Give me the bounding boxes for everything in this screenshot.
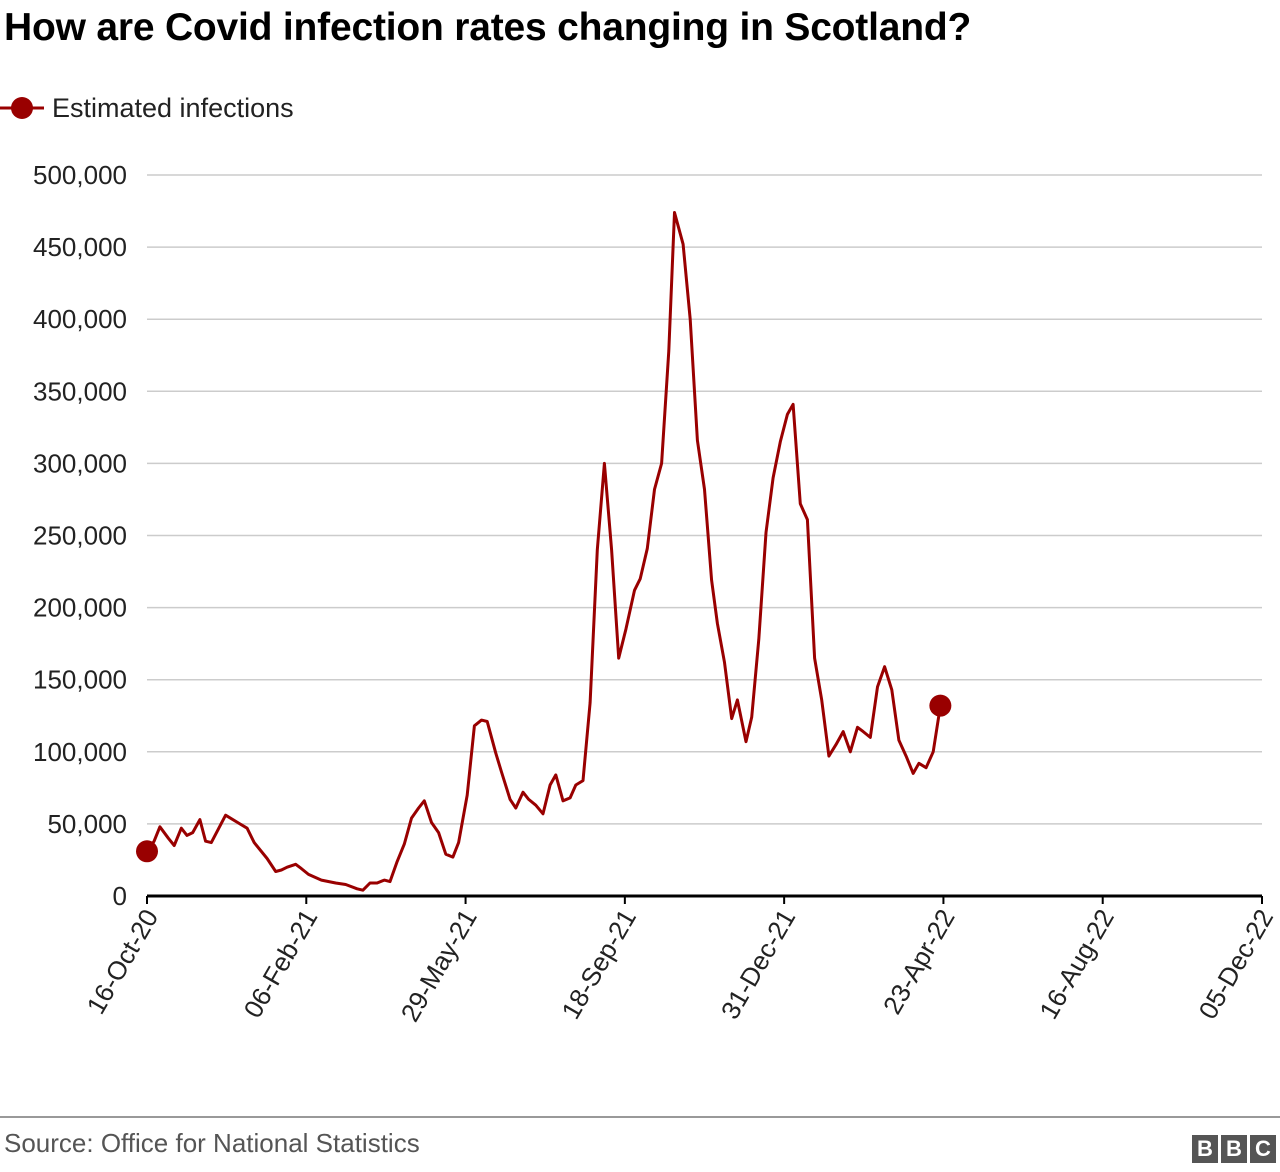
legend-label: Estimated infections (52, 92, 294, 123)
x-tick-label: 16-Oct-20 (80, 904, 164, 1019)
x-tick-label: 23-Apr-22 (877, 904, 961, 1019)
y-tick-label: 150,000 (33, 665, 127, 695)
y-tick-label: 450,000 (33, 232, 127, 262)
series-line (145, 211, 942, 892)
chart-title: How are Covid infection rates changing i… (4, 6, 972, 49)
data-point (136, 840, 158, 863)
y-tick-label: 400,000 (33, 304, 127, 334)
line-chart: 0 50,000 100,000 150,000 200,000 250,000 300,0… (33, 160, 1280, 1027)
y-tick-label: 500,000 (33, 160, 127, 190)
line-with-dot-icon (0, 97, 44, 119)
x-tick-label: 18-Sep-21 (555, 904, 642, 1024)
data-point (929, 694, 952, 717)
y-tick-label: 350,000 (33, 376, 127, 406)
x-tick-label: 31-Dec-21 (715, 904, 802, 1024)
y-tick-label: 0 (113, 881, 127, 911)
y-tick-label: 100,000 (33, 737, 127, 767)
y-tick-label: 300,000 (33, 448, 127, 478)
source-note: Source: Office for National Statistics (4, 1128, 420, 1158)
x-tick-label: 29-May-21 (395, 904, 483, 1027)
legend: Estimated infections (0, 88, 294, 128)
x-tick-label: 05-Dec-22 (1193, 904, 1280, 1024)
y-tick-label: 200,000 (33, 593, 127, 623)
footer-divider (0, 1116, 1280, 1118)
x-tick-label: 06-Feb-21 (238, 904, 324, 1023)
x-tick-label: 16-Aug-22 (1033, 904, 1120, 1024)
y-tick-label: 50,000 (47, 809, 127, 839)
y-tick-label: 250,000 (33, 521, 127, 551)
